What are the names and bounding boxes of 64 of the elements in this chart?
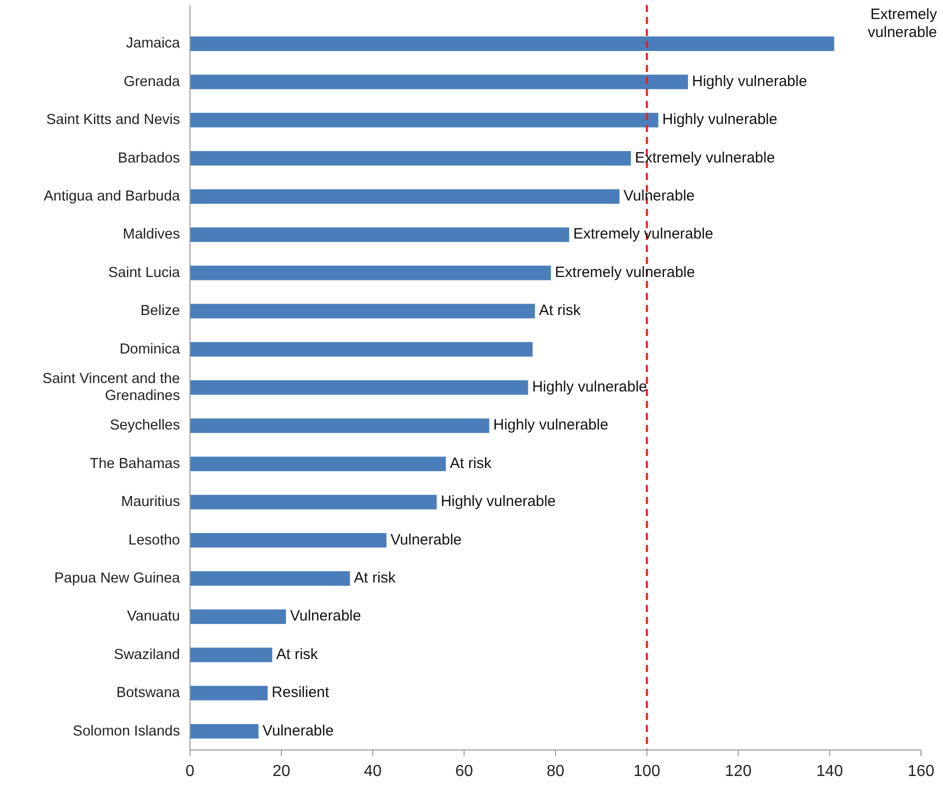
x-tick-label: 80 xyxy=(546,763,564,780)
bar xyxy=(190,456,446,472)
bar xyxy=(190,112,658,128)
y-tick-label: Lesotho xyxy=(128,532,180,548)
data-label: Resilient xyxy=(272,684,330,702)
y-tick-label: Belize xyxy=(140,302,180,319)
y-tick-label: Saint Vincent and the Grenadines xyxy=(42,370,180,404)
x-tick-label: 160 xyxy=(908,763,934,780)
y-tick-label: The Bahamas xyxy=(90,456,180,472)
y-tick-label: Vanuatu xyxy=(127,608,180,625)
y-tick-label: Dominica xyxy=(120,341,181,358)
bar xyxy=(190,266,551,280)
y-tick-label: Botswana xyxy=(116,684,181,701)
data-label: Extremely vulnerable xyxy=(634,149,775,166)
bar xyxy=(190,648,272,662)
bar xyxy=(190,533,386,548)
x-tick-label: 20 xyxy=(272,763,290,780)
data-label: At risk xyxy=(538,302,582,320)
x-tick-label: 120 xyxy=(724,763,752,780)
bar xyxy=(190,304,535,318)
bar xyxy=(190,36,834,51)
y-tick-label: Antigua and Barbuda xyxy=(44,188,181,204)
bar xyxy=(190,686,268,700)
bar xyxy=(190,227,570,242)
data-label: Highly vulnerable xyxy=(662,111,778,128)
data-label: Extremely vulnerable xyxy=(573,226,714,243)
data-label: Vulnerable xyxy=(390,531,462,548)
bar xyxy=(190,189,620,204)
y-tick-label: Barbados xyxy=(118,150,180,166)
data-label: Vulnerable xyxy=(262,722,334,740)
y-tick-label: Seychelles xyxy=(110,418,180,434)
bar xyxy=(190,151,631,166)
x-tick-label: 0 xyxy=(186,763,195,780)
data-label: Highly vulnerable xyxy=(440,493,556,510)
data-label: Vulnerable xyxy=(290,608,362,625)
data-label: At risk xyxy=(276,646,318,663)
y-tick-label: Papua New Guinea xyxy=(54,570,181,586)
y-tick-label: Mauritius xyxy=(121,494,180,510)
y-tick-label: Grenada xyxy=(124,74,181,90)
data-label: Highly vulnerable xyxy=(493,416,608,434)
bar xyxy=(190,724,259,739)
y-tick-label: Jamaica xyxy=(126,36,181,52)
data-label: Extremely vulnerable xyxy=(868,6,938,41)
data-label: Highly vulnerable xyxy=(532,378,648,396)
bar xyxy=(190,418,490,433)
x-tick-label: 140 xyxy=(816,763,844,780)
x-tick-label: 100 xyxy=(634,763,660,780)
data-label: At risk xyxy=(354,569,396,586)
x-tick-label: 40 xyxy=(364,763,382,780)
bar xyxy=(190,74,688,90)
y-tick-label: Swaziland xyxy=(114,646,180,663)
y-tick-label: Solomon Islands xyxy=(72,723,180,740)
data-label: Vulnerable xyxy=(623,187,695,204)
bar xyxy=(190,571,350,586)
bar xyxy=(190,380,528,395)
data-label: At risk xyxy=(450,454,492,472)
y-tick-label: Saint Kitts and Nevis xyxy=(46,112,180,128)
bar xyxy=(190,342,533,357)
data-label: Highly vulnerable xyxy=(692,72,808,90)
bar xyxy=(190,494,437,510)
y-tick-label: Saint Lucia xyxy=(108,264,181,281)
bar xyxy=(190,609,286,624)
x-tick-label: 60 xyxy=(455,763,474,780)
y-tick-label: Maldives xyxy=(122,226,180,243)
